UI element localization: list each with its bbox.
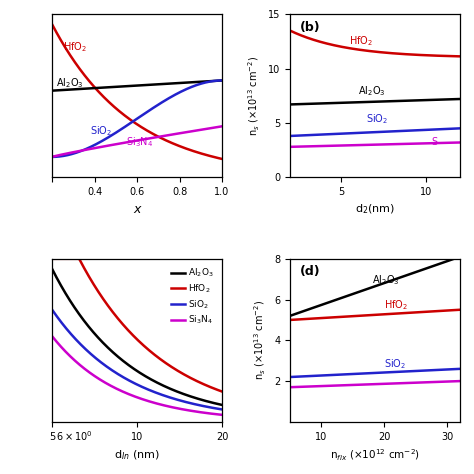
Text: HfO$_2$: HfO$_2$ — [384, 298, 409, 311]
Text: Al$_2$O$_3$: Al$_2$O$_3$ — [56, 77, 84, 91]
Text: SiO$_2$: SiO$_2$ — [91, 125, 113, 138]
Text: S: S — [431, 137, 437, 146]
Text: Al$_2$O$_3$: Al$_2$O$_3$ — [358, 85, 385, 99]
Y-axis label: n$_s$ ($\times$10$^{13}$ cm$^{-2}$): n$_s$ ($\times$10$^{13}$ cm$^{-2}$) — [253, 301, 268, 380]
Text: HfO$_2$: HfO$_2$ — [349, 35, 374, 48]
Legend: Al$_2$O$_3$, HfO$_2$, SiO$_2$, Si$_3$N$_4$: Al$_2$O$_3$, HfO$_2$, SiO$_2$, Si$_3$N$_… — [167, 264, 218, 330]
Y-axis label: n$_s$ ($\times$10$^{13}$ cm$^{-2}$): n$_s$ ($\times$10$^{13}$ cm$^{-2}$) — [247, 56, 262, 136]
Text: Si$_3$N$_4$: Si$_3$N$_4$ — [127, 136, 154, 149]
Text: (d): (d) — [300, 265, 321, 278]
X-axis label: x: x — [133, 202, 141, 216]
Text: SiO$_2$: SiO$_2$ — [366, 112, 389, 126]
X-axis label: n$_{fix}$ ($\times$10$^{12}$ cm$^{-2}$): n$_{fix}$ ($\times$10$^{12}$ cm$^{-2}$) — [330, 447, 420, 463]
Text: Al$_2$O$_3$: Al$_2$O$_3$ — [372, 273, 400, 287]
X-axis label: d$_2$(nm): d$_2$(nm) — [355, 202, 395, 216]
Text: HfO$_2$: HfO$_2$ — [63, 40, 87, 54]
X-axis label: d$_{In}$ (nm): d$_{In}$ (nm) — [114, 449, 160, 462]
Text: (b): (b) — [300, 21, 321, 34]
Text: SiO$_2$: SiO$_2$ — [384, 357, 407, 371]
